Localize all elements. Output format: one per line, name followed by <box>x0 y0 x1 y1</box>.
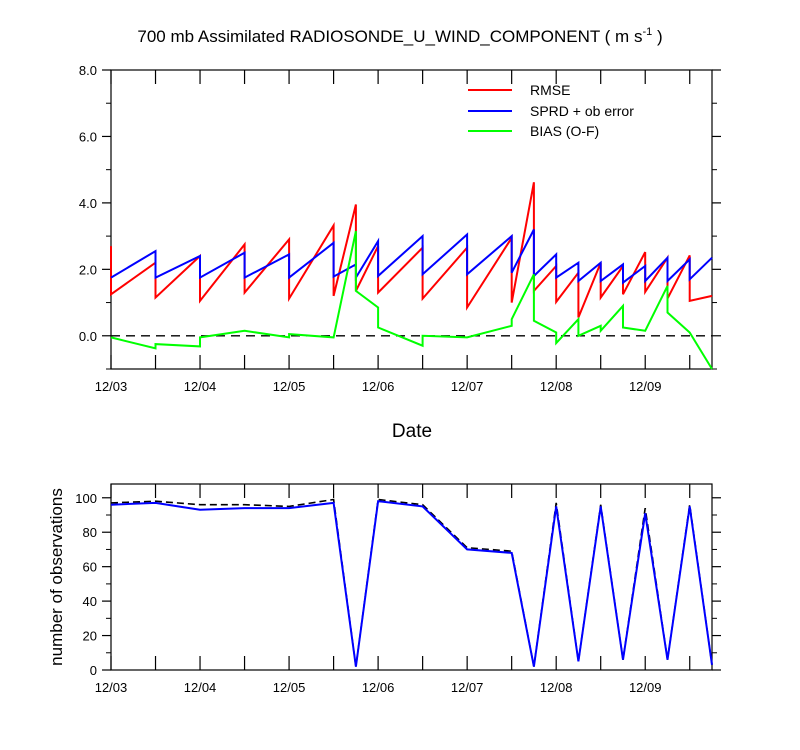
bot-y-tick-label: 60 <box>83 560 97 575</box>
bot-x-tick-label: 12/05 <box>273 680 306 695</box>
top-y-tick-label: 6.0 <box>79 129 97 144</box>
bot-x-tick-label: 12/04 <box>184 680 217 695</box>
bot-y-tick-label: 100 <box>75 491 97 506</box>
legend-spread-label: SPRD + ob error <box>530 103 634 119</box>
top-x-axis-label: Date <box>392 421 432 442</box>
chart-title-main: 700 mb Assimilated RADIOSONDE_U_WIND_COM… <box>137 27 642 46</box>
top-x-tick-label: 12/08 <box>540 379 573 394</box>
chart-title: 700 mb Assimilated RADIOSONDE_U_WIND_COM… <box>137 26 662 46</box>
bot-y-tick-label: 80 <box>83 525 97 540</box>
chart-title-exponent: -1 <box>642 26 652 38</box>
top-x-tick-label: 12/04 <box>184 379 217 394</box>
top-y-tick-label: 4.0 <box>79 196 97 211</box>
bottom-plot-frame <box>110 483 713 671</box>
top-panel: 12/03 12/04 12/05 12/06 12/07 12/08 12/09 0.0 2.… <box>79 63 721 442</box>
bottom-axis-ticks: 12/03 12/04 12/05 12/06 12/07 12/08 12/09 0 20 40… <box>75 484 721 695</box>
rmse-series-line <box>110 182 713 318</box>
bot-x-tick-label: 12/06 <box>362 680 395 695</box>
bot-x-tick-label: 12/08 <box>540 680 573 695</box>
possible-observations-line <box>110 498 713 667</box>
chart-title-suffix: ) <box>652 27 662 46</box>
legend-rmse-label: RMSE <box>530 82 570 98</box>
bot-x-tick-label: 12/09 <box>629 680 662 695</box>
top-x-tick-label: 12/03 <box>95 379 128 394</box>
used-observations-line <box>110 500 713 667</box>
bot-x-tick-label: 12/07 <box>451 680 484 695</box>
bias-series-line <box>110 230 713 370</box>
top-x-tick-label: 12/06 <box>362 379 395 394</box>
legend-bias-label: BIAS (O-F) <box>530 123 599 139</box>
bottom-y-axis-label: number of observations <box>47 488 66 666</box>
top-x-tick-label: 12/05 <box>273 379 306 394</box>
bot-y-tick-label: 0 <box>90 663 97 678</box>
top-legend: RMSE SPRD + ob error BIAS (O-F) <box>468 82 634 139</box>
top-plot-frame <box>110 69 713 370</box>
bot-y-tick-label: 20 <box>83 629 97 644</box>
top-y-tick-label: 2.0 <box>79 262 97 277</box>
bot-x-tick-label: 12/03 <box>95 680 128 695</box>
top-y-tick-label: 0.0 <box>79 329 97 344</box>
top-axis-ticks: 12/03 12/04 12/05 12/06 12/07 12/08 12/09 0.0 2.… <box>79 63 721 394</box>
bottom-panel: 12/03 12/04 12/05 12/06 12/07 12/08 12/09 0 20 40… <box>47 483 721 695</box>
top-x-tick-label: 12/09 <box>629 379 662 394</box>
top-x-tick-label: 12/07 <box>451 379 484 394</box>
top-y-tick-label: 8.0 <box>79 63 97 78</box>
spread-series-line <box>110 229 713 285</box>
bot-y-tick-label: 40 <box>83 594 97 609</box>
